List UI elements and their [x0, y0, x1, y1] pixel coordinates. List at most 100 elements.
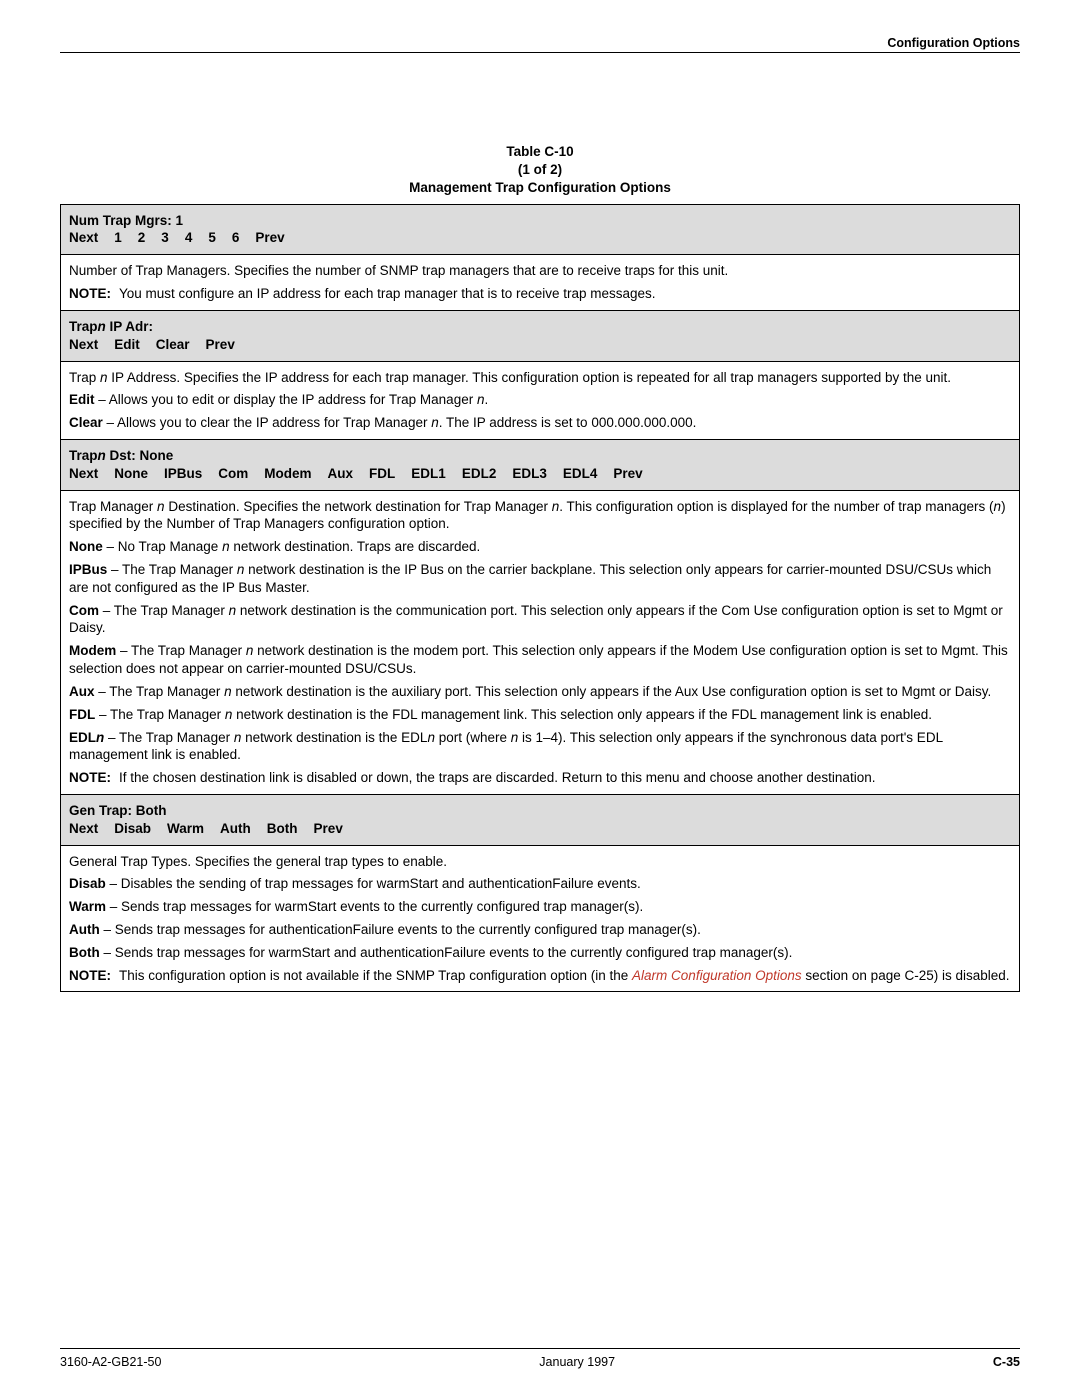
opt-label: Modem — [69, 643, 116, 658]
note-label: NOTE: — [69, 967, 111, 985]
opt-label: Aux — [69, 684, 95, 699]
t: – Allows you to clear the IP address for… — [103, 415, 431, 430]
t: network destination is the EDL — [241, 730, 427, 745]
t: Trap — [69, 319, 98, 334]
menu-item: Prev — [314, 820, 343, 838]
menu-item: Next — [69, 229, 98, 247]
page-number: C-35 — [993, 1355, 1020, 1369]
menu-item: Edit — [114, 336, 140, 354]
menu-item: EDL3 — [512, 465, 547, 483]
menu-item: Next — [69, 465, 98, 483]
menu-item: Prev — [255, 229, 284, 247]
menu-item: Prev — [206, 336, 235, 354]
body-text: Aux – The Trap Manager n network destina… — [69, 683, 1011, 701]
t: IP Address. Specifies the IP address for… — [108, 370, 952, 385]
menu-item: Next — [69, 820, 98, 838]
body-text: Trap n IP Address. Specifies the IP addr… — [69, 369, 1011, 387]
t: – The Trap Manager — [116, 643, 246, 658]
section-title: Trapn Dst: None — [69, 447, 1011, 465]
n-italic: n — [157, 499, 165, 514]
section-body: Trap n IP Address. Specifies the IP addr… — [61, 361, 1020, 439]
section-header: Trapn IP Adr: Next Edit Clear Prev — [61, 310, 1020, 361]
n-italic: n — [96, 730, 104, 745]
section-title: Trapn IP Adr: — [69, 318, 1011, 336]
body-text: EDLn – The Trap Manager n network destin… — [69, 729, 1011, 765]
t: Destination. Specifies the network desti… — [165, 499, 552, 514]
t: . This configuration option is displayed… — [559, 499, 993, 514]
body-text: Disab – Disables the sending of trap mes… — [69, 875, 1011, 893]
opt-label: FDL — [69, 707, 95, 722]
body-text: Clear – Allows you to clear the IP addre… — [69, 414, 1011, 432]
menu-item: 4 — [185, 229, 193, 247]
menu-line: NextDisabWarmAuthBothPrev — [69, 820, 1011, 838]
opt-label: Clear — [69, 415, 103, 430]
menu-item: IPBus — [164, 465, 202, 483]
menu-item: 3 — [161, 229, 169, 247]
t: – The Trap Manager — [95, 707, 225, 722]
body-text: Com – The Trap Manager n network destina… — [69, 602, 1011, 638]
t: – The Trap Manager — [99, 603, 229, 618]
opt-label: Com — [69, 603, 99, 618]
menu-item: EDL4 — [563, 465, 598, 483]
section-header: Num Trap Mgrs: 1 Next123456Prev — [61, 204, 1020, 255]
n-italic: n — [994, 499, 1002, 514]
note-text: This configuration option is not availab… — [119, 967, 1011, 985]
t: – Sends trap messages for authentication… — [100, 922, 701, 937]
t: port (where — [435, 730, 511, 745]
t: – Disables the sending of trap messages … — [106, 876, 641, 891]
t: This configuration option is not availab… — [119, 968, 632, 983]
t: Dst: None — [106, 448, 174, 463]
menu-item: EDL1 — [411, 465, 446, 483]
note: NOTE: This configuration option is not a… — [69, 967, 1011, 985]
opt-label: Both — [69, 945, 100, 960]
opt-label: Warm — [69, 899, 106, 914]
t: . — [484, 392, 488, 407]
t: network destination is the FDL managemen… — [232, 707, 932, 722]
body-text: Modem – The Trap Manager n network desti… — [69, 642, 1011, 678]
section-body: General Trap Types. Specifies the genera… — [61, 845, 1020, 992]
note-label: NOTE: — [69, 285, 111, 303]
section-body: Number of Trap Managers. Specifies the n… — [61, 255, 1020, 311]
menu-item: Auth — [220, 820, 251, 838]
menu-item: Warm — [167, 820, 204, 838]
n-italic: n — [98, 448, 106, 463]
section-title: Num Trap Mgrs: 1 — [69, 212, 1011, 230]
menu-item: EDL2 — [462, 465, 497, 483]
note: NOTE: You must configure an IP address f… — [69, 285, 1011, 303]
table-caption: Table C-10 (1 of 2) Management Trap Conf… — [60, 143, 1020, 198]
running-head: Configuration Options — [60, 36, 1020, 53]
doc-date: January 1997 — [161, 1355, 992, 1369]
t: – The Trap Manager — [107, 562, 237, 577]
menu-item: 2 — [138, 229, 146, 247]
menu-item: Prev — [613, 465, 642, 483]
body-text: Auth – Sends trap messages for authentic… — [69, 921, 1011, 939]
section-header: Trapn Dst: None NextNoneIPBusComModemAux… — [61, 439, 1020, 490]
opt-label: Auth — [69, 922, 100, 937]
options-table: Num Trap Mgrs: 1 Next123456Prev Number o… — [60, 204, 1020, 993]
menu-item: Both — [267, 820, 298, 838]
menu-item: Aux — [328, 465, 354, 483]
page: Configuration Options Table C-10 (1 of 2… — [0, 0, 1080, 1397]
t: section on page C-25) is disabled. — [802, 968, 1010, 983]
opt-label: Edit — [69, 392, 95, 407]
note: NOTE: If the chosen destination link is … — [69, 769, 1011, 787]
t: – Sends trap messages for warmStart and … — [100, 945, 793, 960]
t: network destination. Traps are discarded… — [230, 539, 481, 554]
n-italic: n — [222, 539, 230, 554]
menu-line: NextNoneIPBusComModemAuxFDLEDL1EDL2EDL3E… — [69, 465, 1011, 483]
menu-item: None — [114, 465, 148, 483]
body-text: Warm – Sends trap messages for warmStart… — [69, 898, 1011, 916]
note-text: If the chosen destination link is disabl… — [119, 769, 1011, 787]
t: – No Trap Manage — [103, 539, 222, 554]
t: – The Trap Manager — [95, 684, 225, 699]
page-footer: 3160-A2-GB21-50 January 1997 C-35 — [60, 1348, 1020, 1369]
body-text: Trap Manager n Destination. Specifies th… — [69, 498, 1011, 534]
menu-item: FDL — [369, 465, 395, 483]
body-text: Number of Trap Managers. Specifies the n… — [69, 262, 1011, 280]
body-text: Edit – Allows you to edit or display the… — [69, 391, 1011, 409]
body-text: General Trap Types. Specifies the genera… — [69, 853, 1011, 871]
menu-item: Next — [69, 336, 98, 354]
cross-ref-link: Alarm Configuration Options — [632, 968, 802, 983]
menu-item: Clear — [156, 336, 190, 354]
menu-item: Com — [218, 465, 248, 483]
